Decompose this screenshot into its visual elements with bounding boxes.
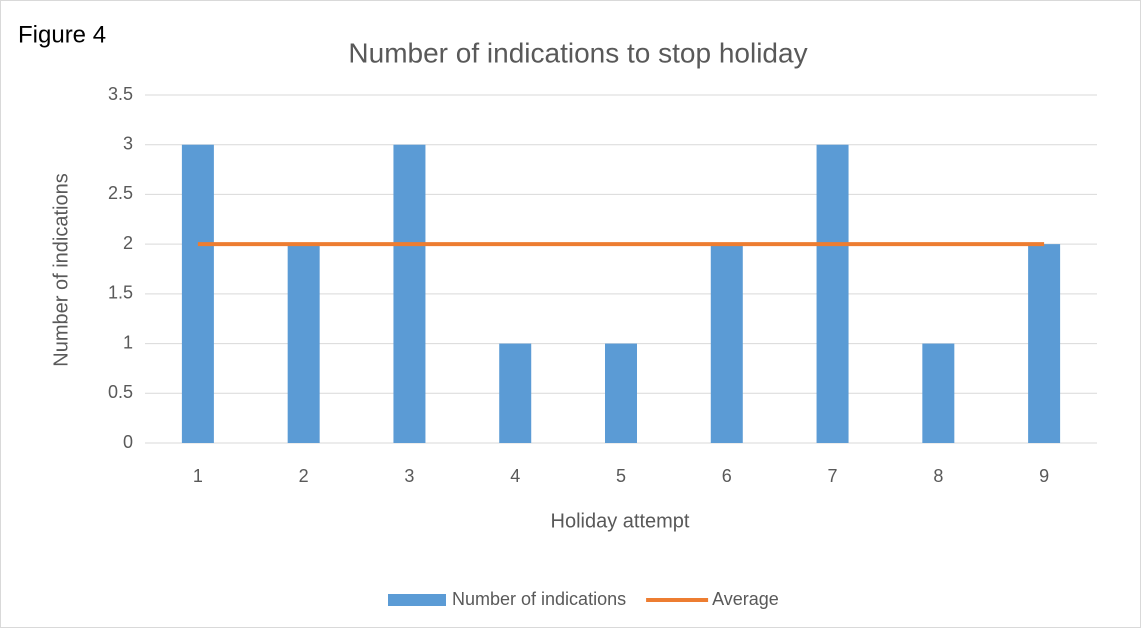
bar: [605, 343, 637, 443]
x-tick-label: 2: [299, 466, 309, 486]
x-tick-label: 6: [722, 466, 732, 486]
y-tick-label: 1.5: [108, 283, 133, 303]
legend-swatch: [388, 594, 446, 606]
x-tick-label: 5: [616, 466, 626, 486]
y-tick-label: 1: [123, 332, 133, 352]
x-tick-label: 9: [1039, 466, 1049, 486]
y-tick-label: 0.5: [108, 382, 133, 402]
bar: [499, 343, 532, 443]
figure-label: Figure 4: [18, 21, 106, 48]
bar: [922, 343, 955, 443]
x-tick-label: 4: [510, 466, 520, 486]
bar: [393, 144, 426, 443]
legend-label: Number of indications: [452, 589, 626, 609]
y-tick-label: 3.5: [108, 84, 133, 104]
chart-title: Number of indications to stop holiday: [348, 37, 807, 68]
bar: [1028, 244, 1061, 443]
y-axis-label: Number of indications: [50, 173, 72, 366]
x-tick-label: 3: [404, 466, 414, 486]
y-tick-label: 2: [123, 233, 133, 253]
bar: [710, 244, 743, 443]
y-tick-label: 3: [123, 133, 133, 153]
bar: [816, 144, 849, 443]
x-tick-label: 1: [193, 466, 203, 486]
y-tick-label: 0: [123, 432, 133, 452]
x-tick-label: 7: [828, 466, 838, 486]
bar: [181, 144, 214, 443]
y-tick-label: 2.5: [108, 183, 133, 203]
bar: [287, 244, 320, 443]
x-axis-label: Holiday attempt: [551, 510, 690, 532]
x-tick-label: 8: [933, 466, 943, 486]
legend-label: Average: [712, 589, 779, 609]
